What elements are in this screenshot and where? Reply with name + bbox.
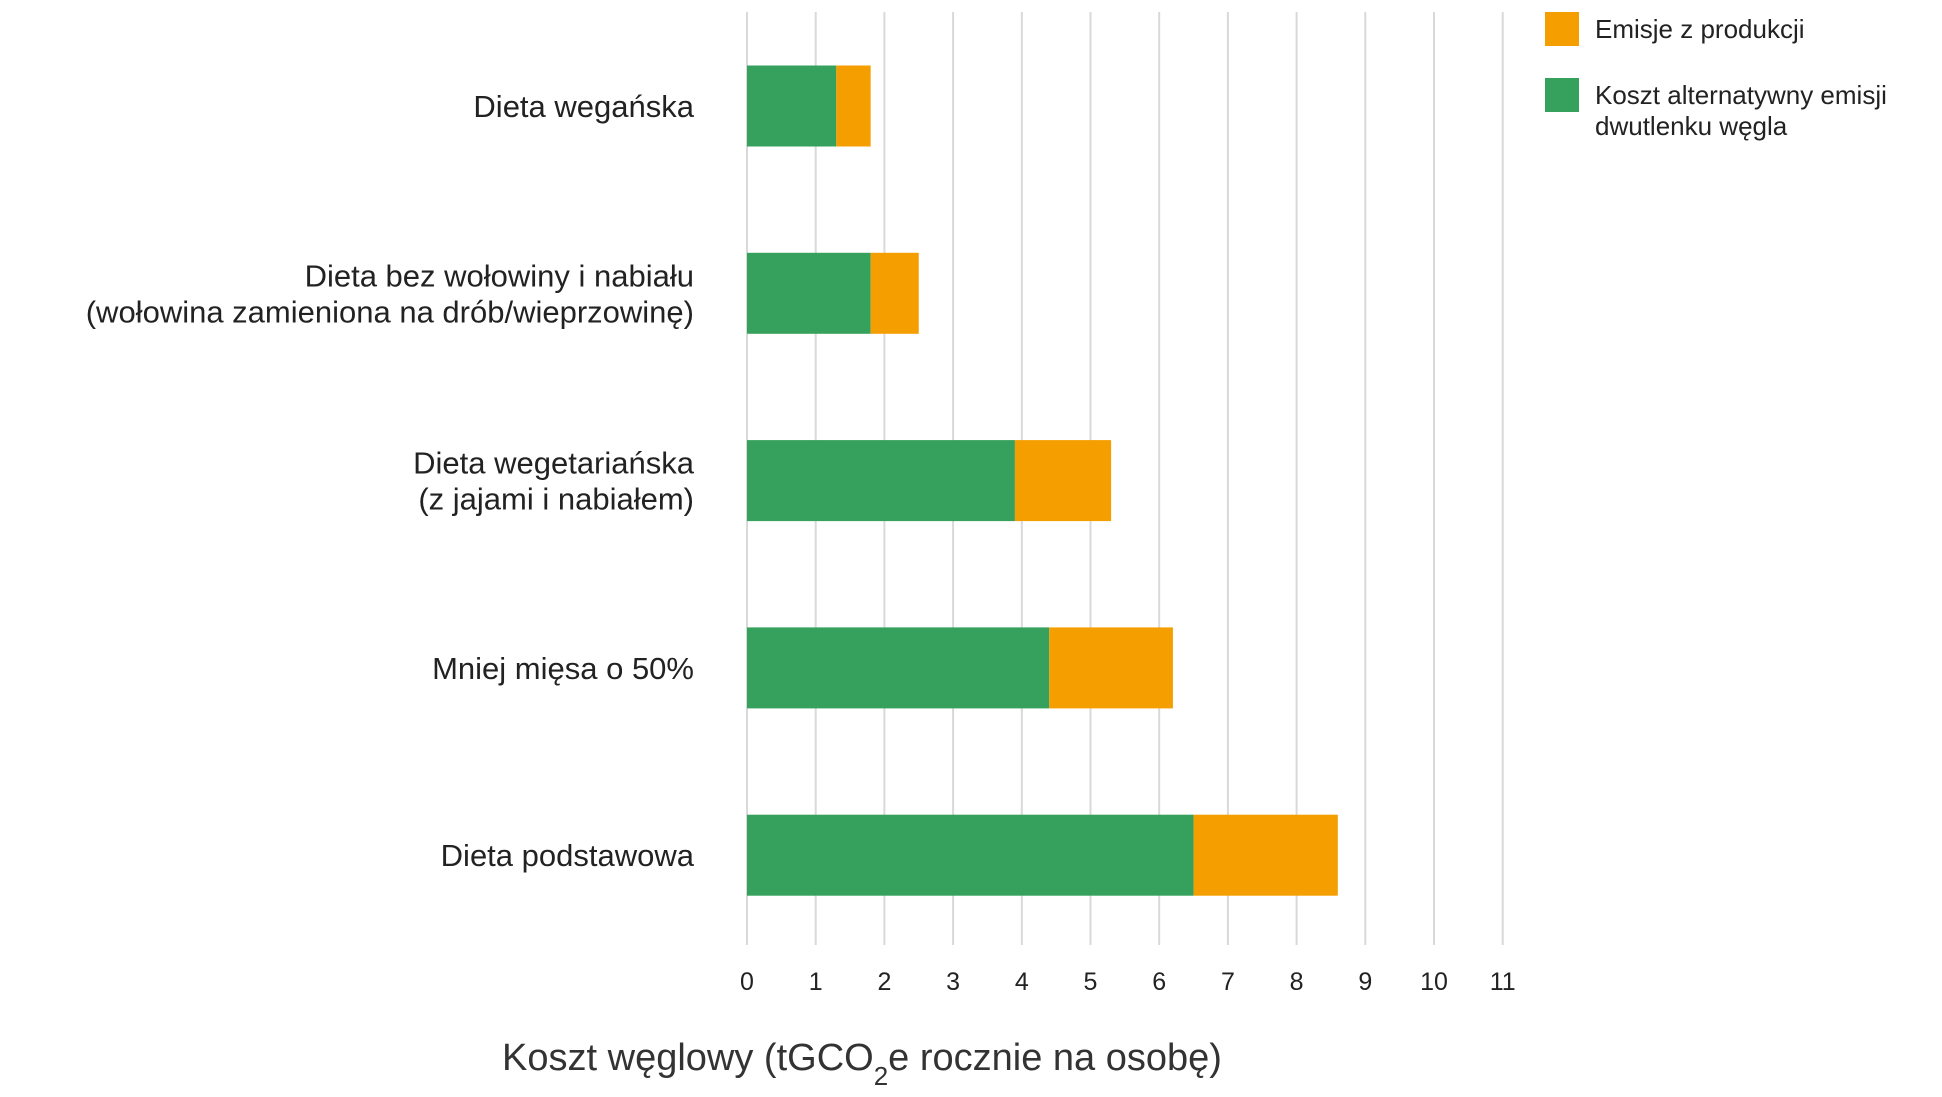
x-tick-label: 9: [1358, 968, 1372, 996]
category-label: (wołowina zamieniona na drób/wieprzowinę…: [86, 294, 694, 329]
x-tick-label: 3: [946, 968, 960, 996]
legend-swatch-1: [1545, 78, 1579, 112]
x-axis-title-main: Koszt węglowy (tGCO: [502, 1037, 874, 1079]
x-tick-labels: 0 1 2 3 4 5 6 7 8 9 10 11: [740, 968, 1516, 996]
x-tick-label: 4: [1015, 968, 1029, 996]
bar-segment-4-0: [747, 814, 1194, 896]
x-tick-label: 1: [809, 968, 823, 996]
legend-label: Emisje z produkcji: [1595, 14, 1805, 44]
category-label: Dieta bez wołowiny i nabiału: [305, 258, 694, 293]
category-label: Dieta wegetariańska: [413, 446, 695, 481]
x-tick-label: 11: [1490, 968, 1516, 996]
category-label: Dieta wegańska: [473, 89, 694, 124]
bar-segment-2-0: [747, 440, 1015, 522]
bar-segment-0-0: [747, 65, 837, 147]
legend: Emisje z produkcji Koszt alternatywny emi…: [1545, 12, 1887, 141]
legend-swatch-0: [1545, 12, 1579, 46]
x-tick-label: 5: [1084, 968, 1098, 996]
x-tick-label: 0: [740, 968, 754, 996]
x-axis-title: Koszt węglowy (tGCO2e rocznie na osobę): [502, 1037, 1222, 1091]
x-axis-title-subscript: 2: [874, 1061, 888, 1091]
category-label: (z jajami i nabiałem): [418, 482, 694, 517]
x-tick-label: 6: [1152, 968, 1166, 996]
x-tick-label: 2: [877, 968, 891, 996]
category-label: Dieta podstawowa: [441, 838, 695, 873]
x-axis-title-tail: e rocznie na osobę): [888, 1037, 1222, 1079]
bar-segment-1-1: [870, 252, 919, 334]
bar-segment-3-0: [747, 627, 1050, 709]
legend-label: dwutlenku węgla: [1595, 111, 1788, 141]
bars: [747, 65, 1338, 896]
bar-segment-2-1: [1014, 440, 1112, 522]
category-labels: Dieta wegańska Dieta bez wołowiny i nabia…: [86, 89, 695, 873]
x-tick-label: 7: [1221, 968, 1235, 996]
x-tick-label: 8: [1290, 968, 1304, 996]
x-tick-label: 10: [1420, 968, 1448, 996]
bar-segment-0-1: [836, 65, 871, 147]
legend-label: Koszt alternatywny emisji: [1595, 80, 1887, 110]
bar-segment-1-0: [747, 252, 871, 334]
category-label: Mniej mięsa o 50%: [432, 651, 694, 686]
bar-segment-4-1: [1193, 814, 1338, 896]
bar-segment-3-1: [1049, 627, 1173, 709]
